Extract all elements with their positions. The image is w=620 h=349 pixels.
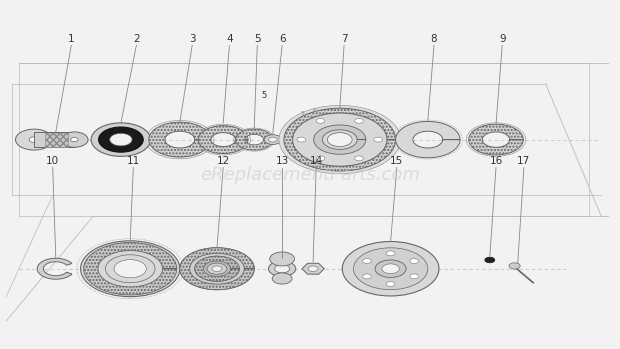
Circle shape: [353, 248, 428, 290]
Text: 3: 3: [189, 34, 195, 44]
Polygon shape: [314, 125, 366, 154]
Circle shape: [410, 259, 418, 263]
Text: eReplacementParts.com: eReplacementParts.com: [200, 165, 420, 184]
Text: 14: 14: [309, 156, 323, 166]
Text: 11: 11: [126, 156, 140, 166]
Circle shape: [342, 242, 439, 296]
Circle shape: [293, 113, 387, 166]
Text: 4: 4: [226, 34, 232, 44]
Circle shape: [363, 259, 371, 263]
Text: 16: 16: [489, 156, 503, 166]
Circle shape: [374, 137, 383, 142]
Circle shape: [114, 260, 146, 278]
Circle shape: [316, 118, 325, 123]
Circle shape: [272, 273, 292, 284]
Text: 6: 6: [313, 108, 317, 113]
Circle shape: [308, 266, 318, 272]
Circle shape: [279, 105, 401, 174]
Circle shape: [275, 265, 290, 273]
Circle shape: [386, 251, 395, 256]
Bar: [45, 133, 68, 147]
Circle shape: [71, 138, 78, 142]
Circle shape: [410, 274, 418, 279]
Text: 5: 5: [301, 111, 304, 116]
Circle shape: [99, 127, 143, 152]
Circle shape: [509, 263, 520, 269]
Text: 8: 8: [431, 34, 437, 44]
Text: 12: 12: [216, 156, 230, 166]
Text: 10: 10: [46, 156, 60, 166]
Text: 5: 5: [254, 34, 260, 44]
Circle shape: [316, 156, 325, 161]
Circle shape: [29, 137, 39, 142]
Circle shape: [61, 132, 88, 147]
Text: 5: 5: [261, 91, 266, 100]
Polygon shape: [37, 258, 72, 279]
Polygon shape: [284, 108, 396, 171]
Circle shape: [485, 257, 495, 263]
Circle shape: [355, 118, 363, 123]
Circle shape: [81, 241, 180, 297]
Circle shape: [207, 263, 227, 274]
Text: 15: 15: [390, 156, 404, 166]
Circle shape: [91, 123, 151, 156]
Text: 13: 13: [275, 156, 289, 166]
Circle shape: [180, 248, 254, 290]
Circle shape: [195, 256, 239, 281]
Polygon shape: [180, 248, 254, 290]
Polygon shape: [469, 124, 523, 155]
Text: 2: 2: [133, 34, 140, 44]
Polygon shape: [198, 126, 248, 154]
Circle shape: [16, 129, 53, 150]
Circle shape: [363, 274, 371, 279]
Text: 17: 17: [517, 156, 531, 166]
Circle shape: [212, 266, 222, 272]
Circle shape: [270, 252, 294, 266]
Circle shape: [268, 137, 277, 142]
Text: 9: 9: [499, 34, 505, 44]
Polygon shape: [84, 243, 177, 295]
Circle shape: [375, 260, 406, 277]
Circle shape: [110, 133, 132, 146]
Text: 6: 6: [279, 34, 285, 44]
Circle shape: [355, 156, 363, 161]
Polygon shape: [396, 121, 460, 158]
Circle shape: [382, 264, 399, 274]
Bar: [276, 258, 288, 279]
Text: 7: 7: [341, 34, 347, 44]
Polygon shape: [149, 122, 211, 157]
Circle shape: [297, 137, 306, 142]
Circle shape: [105, 255, 155, 283]
Polygon shape: [302, 263, 324, 274]
Circle shape: [386, 282, 395, 287]
Polygon shape: [236, 129, 273, 150]
Circle shape: [327, 133, 352, 147]
Bar: [34, 132, 74, 147]
Text: 1: 1: [68, 34, 74, 44]
Polygon shape: [195, 256, 239, 281]
Circle shape: [268, 261, 296, 276]
Circle shape: [264, 135, 281, 144]
